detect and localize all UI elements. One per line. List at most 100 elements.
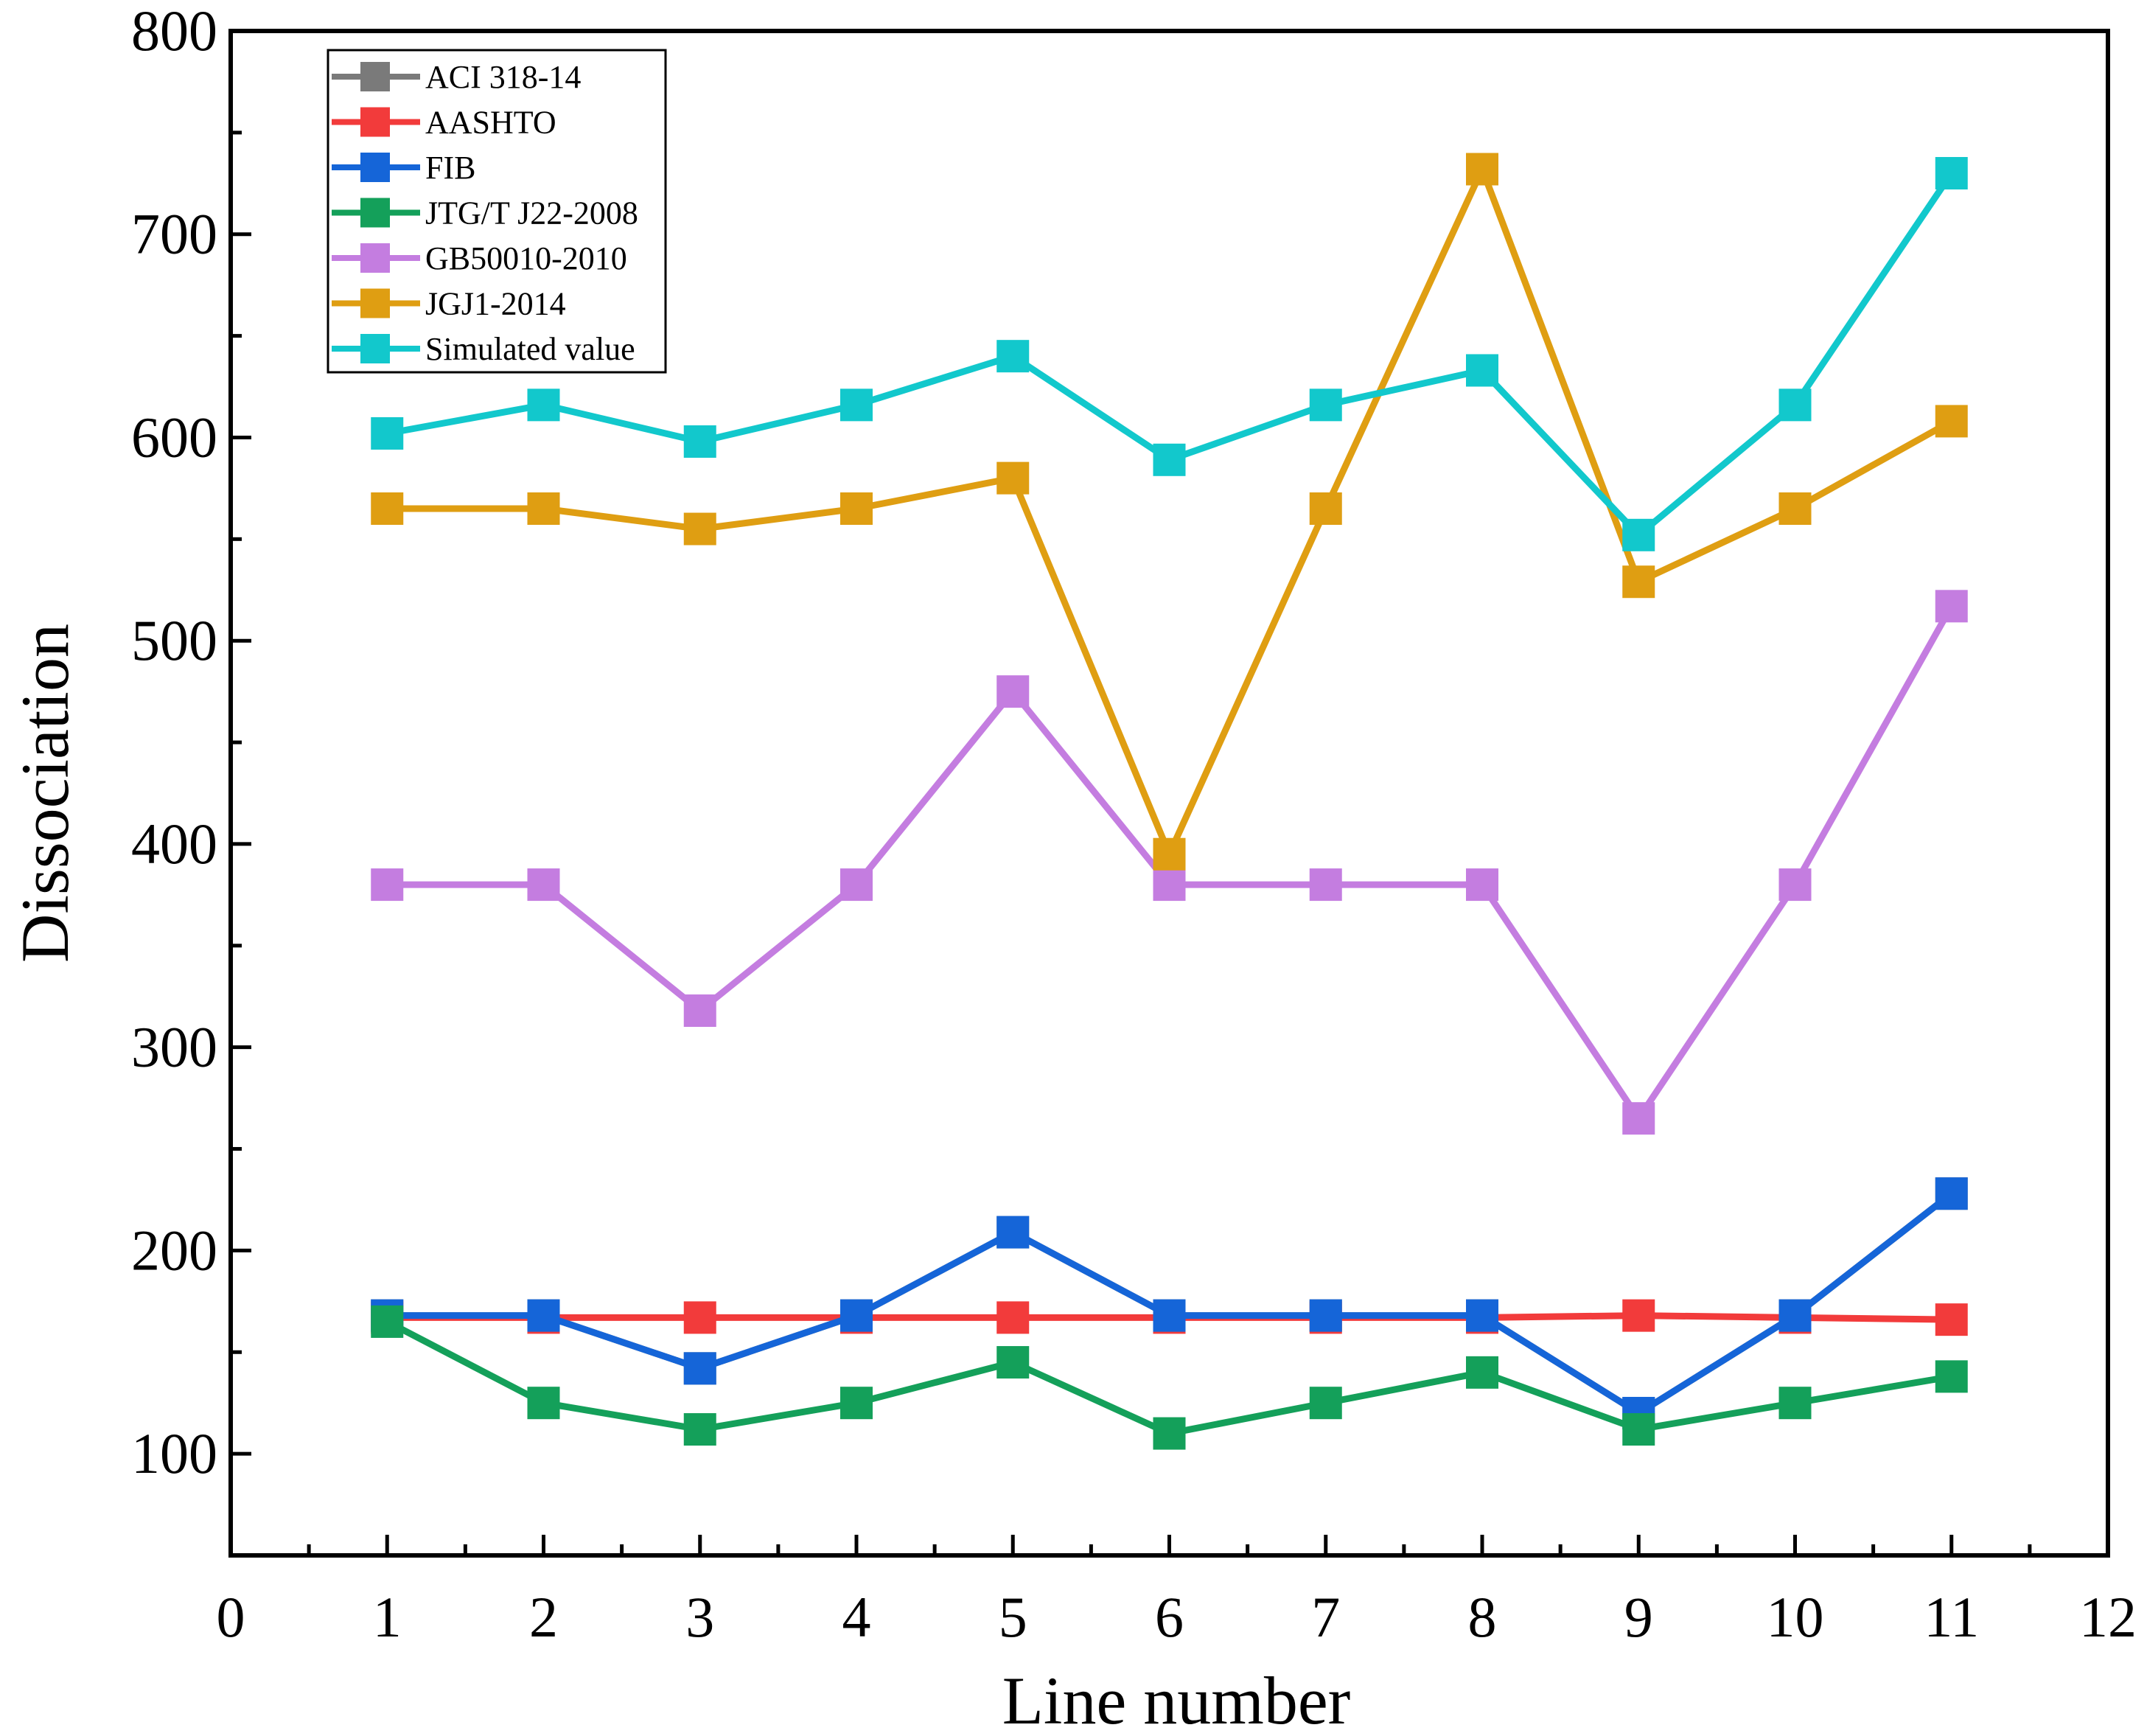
data-point [683,1352,716,1385]
data-point [1935,1177,1968,1210]
y-axis: 100 200 300 400 500 600 700 800 [131,0,251,1558]
x-tick-label: 3 [685,1585,714,1649]
data-point [371,868,404,902]
legend-entry: JTG/T J22-2008 [332,195,638,231]
legend-entry: JGJ1-2014 [332,286,566,322]
legend-marker [360,153,390,182]
x-tick-label: 1 [373,1585,402,1649]
data-point [1622,518,1655,551]
data-point [996,461,1030,495]
legend-entry: AASHTO [332,105,556,141]
data-point [1935,405,1968,438]
legend-label: ACI 318-14 [425,59,581,95]
series-simulated-value [371,157,1968,551]
x-axis-title: Line number [1002,1663,1351,1736]
data-point [840,1299,873,1332]
y-tick-label: 400 [131,812,217,876]
data-point [371,1305,404,1338]
data-point [1309,388,1342,422]
data-point [683,1301,716,1334]
legend-marker [360,107,390,137]
y-axis-title: Dissociation [7,624,83,963]
legend-marker [360,288,390,318]
data-point [840,1387,873,1420]
data-point [1778,492,1812,525]
legend-entry: Simulated value [332,331,635,367]
series-jgj1-2014 [371,153,1968,871]
data-point [527,868,560,902]
data-point [1309,492,1342,525]
x-tick-label: 8 [1468,1585,1497,1649]
legend-label: AASHTO [425,105,556,141]
x-tick-label: 5 [999,1585,1027,1649]
legend-label: JGJ1-2014 [425,286,566,322]
data-point [1622,1299,1655,1332]
legend-marker [360,62,390,91]
x-tick-label: 12 [2079,1585,2137,1649]
data-point [1778,868,1812,902]
data-point [1778,1387,1812,1420]
y-tick-label: 600 [131,405,217,469]
data-point [1935,1303,1968,1336]
x-tick-label: 0 [217,1585,245,1649]
y-tick-label: 500 [131,608,217,672]
data-point [1153,1299,1186,1332]
data-point [1778,1299,1812,1332]
data-point [1622,1413,1655,1446]
series-layer [371,153,1968,1450]
y-tick-label: 700 [131,202,217,266]
data-point [1466,1299,1498,1332]
y-tick-label: 200 [131,1218,217,1282]
data-point [1466,354,1498,387]
data-point [527,1387,560,1420]
y-tick-label: 300 [131,1015,217,1079]
data-point [840,388,873,422]
data-point [1153,837,1186,871]
data-point [840,868,873,902]
data-point [1153,1417,1186,1450]
data-point [1935,157,1968,190]
legend-marker [360,243,390,273]
data-point [683,1413,716,1446]
x-tick-label: 11 [1924,1585,1979,1649]
data-point [996,675,1030,708]
legend-entry: ACI 318-14 [332,59,581,95]
legend: ACI 318-14 AASHTO FIB JTG/T J22-2008 GB50010… [327,49,667,374]
data-point [371,492,404,525]
x-tick-label: 2 [529,1585,558,1649]
legend-marker [360,198,390,228]
data-point [996,1216,1030,1249]
data-point [996,1301,1030,1334]
data-point [527,388,560,422]
data-point [527,1299,560,1332]
series-jtg-t-j22-2008 [371,1305,1968,1450]
x-tick-label: 4 [842,1585,871,1649]
legend-marker [360,334,390,363]
data-point [527,492,560,525]
series-fib [371,1177,1968,1429]
series-gb50010-2010 [371,590,1968,1135]
data-point [1935,590,1968,623]
data-point [1309,1299,1342,1332]
data-point [1622,565,1655,599]
data-point [683,425,716,458]
legend-label: Simulated value [425,331,635,367]
x-tick-label: 10 [1767,1585,1824,1649]
data-point [1622,1102,1655,1135]
data-point [371,416,404,450]
data-point [840,492,873,525]
series-line [385,1318,1952,1437]
data-point [1778,388,1812,422]
y-tick-label: 800 [131,0,217,63]
legend-label: FIB [425,150,475,186]
y-tick-label: 100 [131,1421,217,1485]
data-point [683,994,716,1028]
data-point [1153,868,1186,902]
data-point [683,512,716,545]
x-axis: 0 1 2 3 4 5 6 7 8 9 10 11 12 [217,1535,2137,1649]
x-tick-label: 7 [1311,1585,1340,1649]
legend-label: GB50010-2010 [425,240,627,276]
x-tick-label: 6 [1155,1585,1184,1649]
